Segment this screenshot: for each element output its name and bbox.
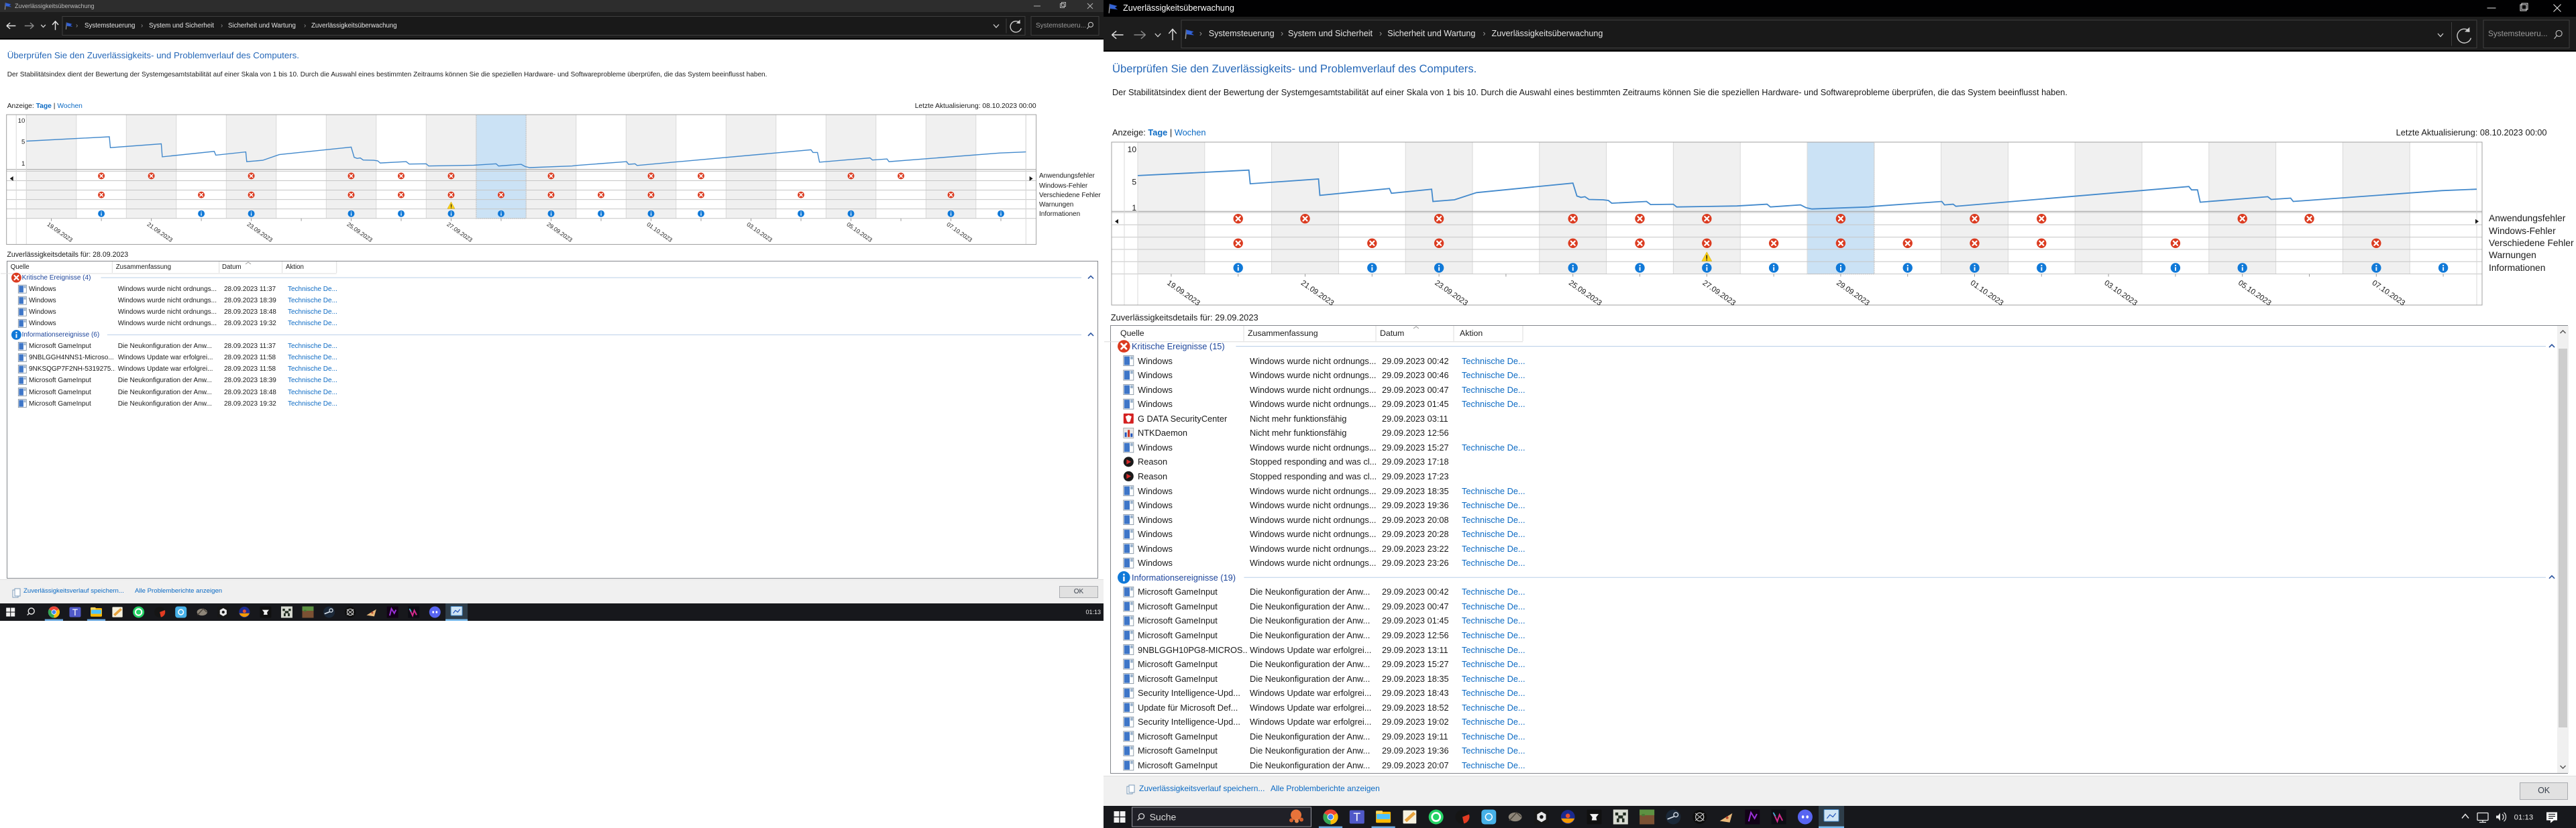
svg-text:07.10.2023: 07.10.2023 (2371, 279, 2407, 308)
svg-text:T: T (72, 607, 78, 617)
svg-text:1: 1 (1132, 203, 1136, 213)
svg-text:10: 10 (1128, 145, 1137, 154)
svg-text:01:13: 01:13 (2514, 814, 2534, 822)
svg-text:5: 5 (21, 139, 25, 146)
svg-text:21.09.2023: 21.09.2023 (146, 221, 174, 243)
svg-text:23.09.2023: 23.09.2023 (246, 221, 274, 243)
svg-text:07.10.2023: 07.10.2023 (945, 221, 973, 243)
svg-text:23.09.2023: 23.09.2023 (1433, 279, 1469, 308)
svg-text:01.10.2023: 01.10.2023 (645, 221, 674, 243)
svg-text:01:13: 01:13 (1085, 609, 1101, 615)
svg-text:27.09.2023: 27.09.2023 (445, 221, 474, 243)
svg-text:10: 10 (18, 117, 25, 125)
svg-text:1: 1 (21, 160, 25, 168)
svg-text:25.09.2023: 25.09.2023 (1567, 279, 1603, 308)
svg-text:27.09.2023: 27.09.2023 (1701, 279, 1737, 308)
svg-text:03.10.2023: 03.10.2023 (745, 221, 773, 243)
svg-text:05.10.2023: 05.10.2023 (2237, 279, 2273, 308)
svg-text:19.09.2023: 19.09.2023 (1165, 279, 1201, 308)
svg-text:29.09.2023: 29.09.2023 (1835, 279, 1871, 308)
svg-text:03.10.2023: 03.10.2023 (2102, 279, 2139, 308)
svg-text:29.09.2023: 29.09.2023 (545, 221, 574, 243)
svg-text:19.09.2023: 19.09.2023 (46, 221, 74, 243)
svg-text:5: 5 (1132, 178, 1136, 187)
svg-text:01.10.2023: 01.10.2023 (1969, 279, 2005, 308)
svg-text:05.10.2023: 05.10.2023 (845, 221, 873, 243)
svg-text:21.09.2023: 21.09.2023 (1299, 279, 1336, 308)
svg-text:T: T (1353, 811, 1360, 824)
svg-text:25.09.2023: 25.09.2023 (345, 221, 374, 243)
svg-text:Suche: Suche (1150, 812, 1177, 823)
